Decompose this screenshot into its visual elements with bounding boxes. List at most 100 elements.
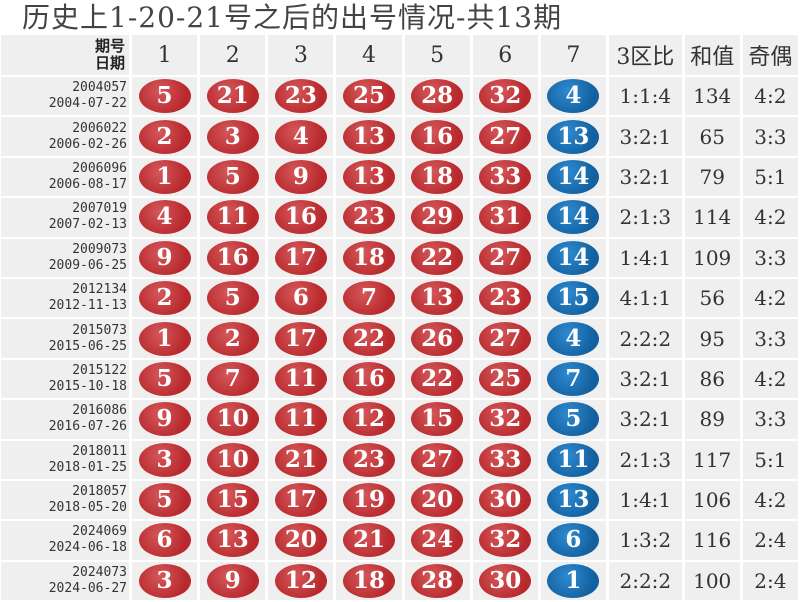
ball-cell: 13	[404, 278, 470, 318]
ball-cell: 11	[268, 359, 334, 399]
issue-number: 2015122	[72, 362, 127, 378]
ball-cell: 23	[268, 77, 334, 116]
red-ball: 5	[206, 159, 259, 194]
ball-cell: 25	[336, 77, 402, 116]
issue-date-cell: 2006096 2006-08-17	[1, 157, 129, 197]
ball-cell: 21	[200, 77, 266, 116]
red-ball: 10	[206, 402, 259, 437]
zone-ratio: 1:4:1	[608, 238, 682, 277]
red-ball: 2	[206, 321, 259, 356]
issue-number: 2009073	[72, 241, 127, 257]
ball-cell: 13	[540, 117, 606, 156]
ball-cell: 27	[472, 319, 538, 358]
red-ball: 3	[138, 442, 191, 477]
odd-even-ratio: 4:2	[742, 198, 798, 237]
ball-cell: 4	[540, 319, 606, 358]
ball-cell: 25	[472, 359, 538, 399]
draw-date: 2004-07-22	[48, 96, 127, 112]
ball-cell: 12	[336, 400, 402, 439]
blue-ball: 14	[547, 240, 600, 275]
issue-date-cell: 2024073 2024-06-27	[1, 561, 129, 601]
red-ball: 9	[138, 240, 191, 275]
sum-value: 114	[684, 198, 740, 237]
red-ball: 20	[411, 483, 464, 518]
ball-cell: 2	[132, 278, 198, 318]
sum-value: 79	[684, 157, 740, 197]
zone-ratio: 3:2:1	[608, 117, 682, 156]
header-date: 日期	[94, 54, 125, 72]
ball-cell: 27	[472, 238, 538, 277]
ball-cell: 7	[200, 359, 266, 399]
issue-date-cell: 2024069 2024-06-18	[1, 521, 129, 560]
issue-number: 2012134	[72, 282, 127, 298]
blue-ball: 4	[547, 321, 600, 356]
blue-ball: 14	[547, 159, 600, 194]
ball-cell: 6	[540, 521, 606, 560]
ball-cell: 23	[336, 198, 402, 237]
red-ball: 29	[411, 200, 464, 235]
ball-cell: 4	[132, 198, 198, 237]
ball-cell: 10	[200, 400, 266, 439]
table-row: 2018057 2018-05-20 5 15 17 19 20 30 13 1:4:1 106 4:…	[1, 480, 798, 520]
ball-cell: 17	[268, 238, 334, 277]
ball-cell: 14	[540, 157, 606, 197]
red-ball: 32	[479, 79, 532, 114]
header-ball-4: 4	[336, 35, 402, 75]
red-ball: 3	[138, 563, 191, 598]
draw-date: 2006-08-17	[48, 176, 127, 192]
ball-cell: 18	[404, 157, 470, 197]
ball-cell: 24	[404, 521, 470, 560]
blue-ball: 4	[547, 79, 600, 114]
table-row: 2007019 2007-02-13 4 11 16 23 29 31 14 2:1:3 114 4:…	[1, 198, 798, 237]
odd-even-ratio: 3:3	[742, 117, 798, 156]
ball-cell: 16	[404, 117, 470, 156]
red-ball: 27	[479, 321, 532, 356]
zone-ratio: 4:1:1	[608, 278, 682, 318]
red-ball: 6	[274, 281, 327, 316]
ball-cell: 32	[472, 521, 538, 560]
zone-ratio: 3:2:1	[608, 400, 682, 439]
red-ball: 23	[342, 200, 395, 235]
ball-cell: 22	[404, 238, 470, 277]
ball-cell: 30	[472, 561, 538, 601]
draw-date: 2016-07-26	[48, 419, 127, 435]
issue-date-cell: 2015073 2015-06-25	[1, 319, 129, 358]
red-ball: 22	[411, 240, 464, 275]
header-ball-7: 7	[540, 35, 606, 75]
table-row: 2015073 2015-06-25 1 2 17 22 26 27 4 2:2:2 95 3:3	[1, 319, 798, 358]
table-row: 2006022 2006-02-26 2 3 4 13 16 27 13 3:2:1 65 3:3	[1, 117, 798, 156]
draw-date: 2024-06-18	[48, 540, 127, 556]
ball-cell: 18	[336, 238, 402, 277]
red-ball: 24	[411, 523, 464, 558]
odd-even-ratio: 3:3	[742, 319, 798, 358]
red-ball: 13	[342, 119, 395, 154]
ball-cell: 21	[336, 521, 402, 560]
sum-value: 134	[684, 77, 740, 116]
ball-cell: 15	[404, 400, 470, 439]
red-ball: 16	[274, 200, 327, 235]
ball-cell: 11	[540, 440, 606, 479]
red-ball: 13	[411, 281, 464, 316]
red-ball: 27	[479, 240, 532, 275]
red-ball: 12	[274, 563, 327, 598]
ball-cell: 32	[472, 77, 538, 116]
sum-value: 106	[684, 480, 740, 520]
ball-cell: 1	[132, 157, 198, 197]
red-ball: 1	[138, 159, 191, 194]
red-ball: 27	[411, 442, 464, 477]
ball-cell: 5	[200, 278, 266, 318]
ball-cell: 28	[404, 561, 470, 601]
ball-cell: 3	[132, 440, 198, 479]
red-ball: 33	[479, 442, 532, 477]
ball-cell: 12	[268, 561, 334, 601]
red-ball: 18	[342, 240, 395, 275]
ball-cell: 9	[200, 561, 266, 601]
ball-cell: 16	[200, 238, 266, 277]
red-ball: 9	[206, 563, 259, 598]
sum-value: 89	[684, 400, 740, 439]
zone-ratio: 2:1:3	[608, 198, 682, 237]
ball-cell: 19	[336, 480, 402, 520]
red-ball: 21	[274, 442, 327, 477]
ball-cell: 11	[268, 400, 334, 439]
red-ball: 9	[138, 402, 191, 437]
